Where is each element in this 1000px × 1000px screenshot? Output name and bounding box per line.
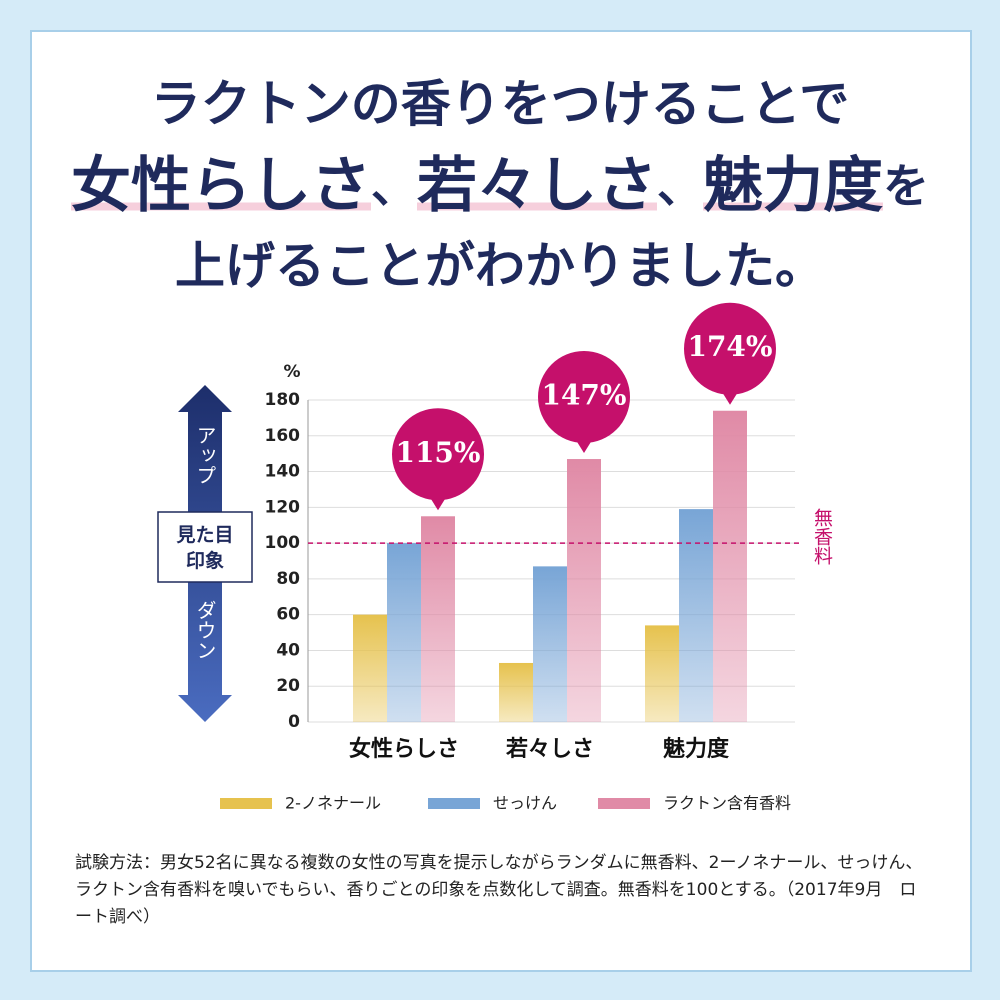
legend-swatch bbox=[598, 798, 650, 809]
y-tick-label: 0 bbox=[288, 712, 300, 732]
title-part: 、 bbox=[657, 159, 703, 213]
y-tick-label: 140 bbox=[265, 462, 301, 482]
value-label: 147% bbox=[541, 379, 626, 412]
frame bbox=[30, 30, 972, 972]
legend-swatch bbox=[220, 798, 272, 809]
y-tick-label: 80 bbox=[276, 569, 300, 589]
callout bbox=[392, 408, 484, 501]
value-label: 174% bbox=[687, 330, 772, 363]
side-box bbox=[157, 511, 253, 583]
bar bbox=[353, 614, 387, 722]
bar bbox=[713, 410, 747, 722]
title-line: 女性らしさ、若々しさ、魅力度を bbox=[71, 151, 929, 221]
x-tick-label: 魅力度 bbox=[663, 736, 730, 762]
y-unit: % bbox=[283, 362, 300, 382]
callout bbox=[538, 351, 630, 444]
legend-label: 2-ノネナール bbox=[285, 794, 381, 813]
title-part: 若々しさ bbox=[417, 151, 657, 221]
side-label: ダウン bbox=[193, 600, 217, 660]
title-part: 魅力度 bbox=[703, 151, 883, 221]
legend-swatch bbox=[428, 798, 480, 809]
reference-label: 無香料 bbox=[811, 508, 833, 565]
bar bbox=[387, 543, 421, 722]
title-line: 上げることがわかりました。 bbox=[175, 236, 825, 295]
bar bbox=[567, 459, 601, 722]
highlight bbox=[703, 202, 883, 211]
bar bbox=[421, 516, 455, 722]
title-line: ラクトンの香りをつけることで bbox=[151, 74, 850, 133]
side-label-line: 見た目 bbox=[176, 524, 233, 546]
y-tick-label: 160 bbox=[265, 426, 301, 446]
title-part: 、 bbox=[371, 159, 417, 213]
side-label-line: 印象 bbox=[186, 549, 224, 572]
y-tick-label: 120 bbox=[265, 497, 301, 517]
x-tick-label: 女性らしさ bbox=[349, 736, 459, 762]
title-part: を bbox=[883, 159, 929, 213]
y-tick-label: 40 bbox=[276, 640, 300, 660]
y-tick-label: 180 bbox=[265, 390, 301, 410]
highlight bbox=[71, 202, 371, 211]
highlight bbox=[417, 202, 657, 211]
callout bbox=[684, 302, 776, 395]
legend-label: ラクトン含有香料 bbox=[663, 794, 791, 813]
bar bbox=[645, 625, 679, 722]
side-label: 見た目印象 bbox=[176, 524, 233, 572]
x-tick-label: 若々しさ bbox=[506, 736, 594, 762]
y-tick-label: 20 bbox=[276, 676, 300, 696]
bar bbox=[533, 566, 567, 722]
bar bbox=[679, 509, 713, 722]
side-label: アップ bbox=[193, 425, 217, 485]
value-label: 115% bbox=[395, 436, 480, 469]
title-part: 女性らしさ bbox=[71, 151, 371, 221]
footnote: 試験方法：男女52名に異なる複数の女性の写真を提示しながらランダムに無香料、2ー… bbox=[75, 853, 923, 927]
y-tick-label: 60 bbox=[276, 605, 300, 625]
y-tick-label: 100 bbox=[265, 533, 301, 553]
legend-label: せっけん bbox=[493, 794, 557, 813]
bar bbox=[499, 662, 533, 722]
